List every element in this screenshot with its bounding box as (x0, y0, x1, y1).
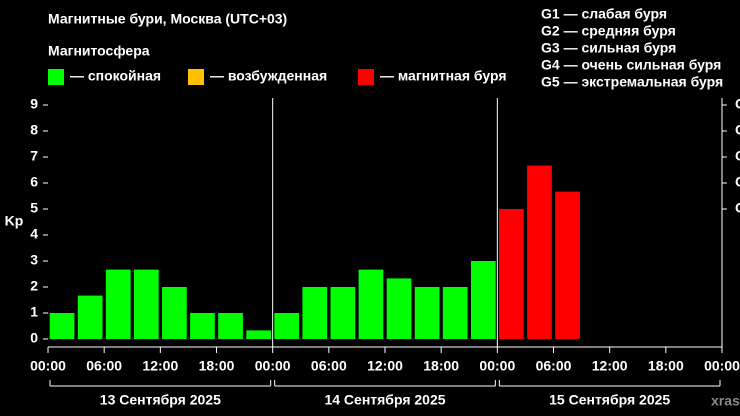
legend-swatch (358, 69, 374, 85)
bar (133, 269, 159, 339)
y2-tick-label: G4 (735, 122, 740, 138)
day-label: 14 Сентября 2025 (324, 392, 445, 408)
bar (358, 269, 384, 339)
bar (77, 295, 103, 339)
x-tick-label: 18:00 (648, 358, 684, 374)
legend-swatch (188, 69, 204, 85)
x-tick-label: 18:00 (199, 358, 235, 374)
bar (302, 287, 328, 339)
storm-level: G3 — сильная буря (541, 40, 676, 56)
bar (414, 287, 440, 339)
bar (190, 313, 215, 339)
day-label: 15 Сентября 2025 (549, 392, 670, 408)
bar (218, 313, 243, 339)
y-tick-label: 4 (30, 226, 38, 242)
bar (442, 287, 468, 339)
watermark: xras (711, 393, 740, 409)
bar (386, 278, 412, 339)
x-tick-label: 00:00 (30, 358, 66, 374)
legend-label: — магнитная буря (380, 68, 507, 84)
bar (470, 261, 496, 339)
x-tick-label: 12:00 (142, 358, 178, 374)
y-tick-label: 3 (30, 252, 38, 268)
y-tick-label: 0 (30, 330, 38, 346)
x-tick-label: 06:00 (311, 358, 347, 374)
y2-tick-label: G5 (735, 96, 740, 112)
x-tick-label: 12:00 (367, 358, 403, 374)
y-tick-label: 5 (30, 200, 38, 216)
subtitle: Магнитосфера (48, 43, 150, 59)
storm-level: G2 — средняя буря (541, 23, 676, 39)
bar (274, 313, 300, 339)
y2-tick-label: G1 (735, 200, 740, 216)
bar (330, 287, 356, 339)
bar (49, 313, 75, 339)
y-tick-label: 7 (30, 148, 38, 164)
y2-tick-label: G2 (735, 174, 740, 190)
bar (499, 209, 524, 339)
legend-label: — спокойная (70, 68, 161, 84)
storm-level: G1 — слабая буря (541, 6, 667, 22)
y-tick-label: 8 (30, 122, 38, 138)
y-tick-label: 1 (30, 304, 38, 320)
x-tick-label: 06:00 (536, 358, 572, 374)
legend-swatch (48, 69, 64, 85)
bar (105, 269, 131, 339)
bar (162, 287, 187, 339)
bar (555, 191, 580, 339)
chart-title: Магнитные бури, Москва (UTC+03) (48, 11, 287, 27)
x-tick-label: 00:00 (704, 358, 740, 374)
bar (527, 165, 552, 339)
y-axis-label: Kp (5, 213, 24, 229)
x-tick-label: 00:00 (479, 358, 515, 374)
y-tick-label: 9 (30, 96, 38, 112)
x-tick-label: 18:00 (423, 358, 459, 374)
y-tick-label: 2 (30, 278, 38, 294)
storm-level: G5 — экстремальная буря (541, 74, 723, 90)
x-tick-label: 12:00 (592, 358, 628, 374)
day-label: 13 Сентября 2025 (100, 392, 221, 408)
bar (246, 330, 271, 339)
legend-label: — возбужденная (210, 68, 327, 84)
x-tick-label: 00:00 (255, 358, 291, 374)
storm-level: G4 — очень сильная буря (541, 57, 721, 73)
y2-tick-label: G3 (735, 148, 740, 164)
y-tick-label: 6 (30, 174, 38, 190)
x-tick-label: 06:00 (86, 358, 122, 374)
